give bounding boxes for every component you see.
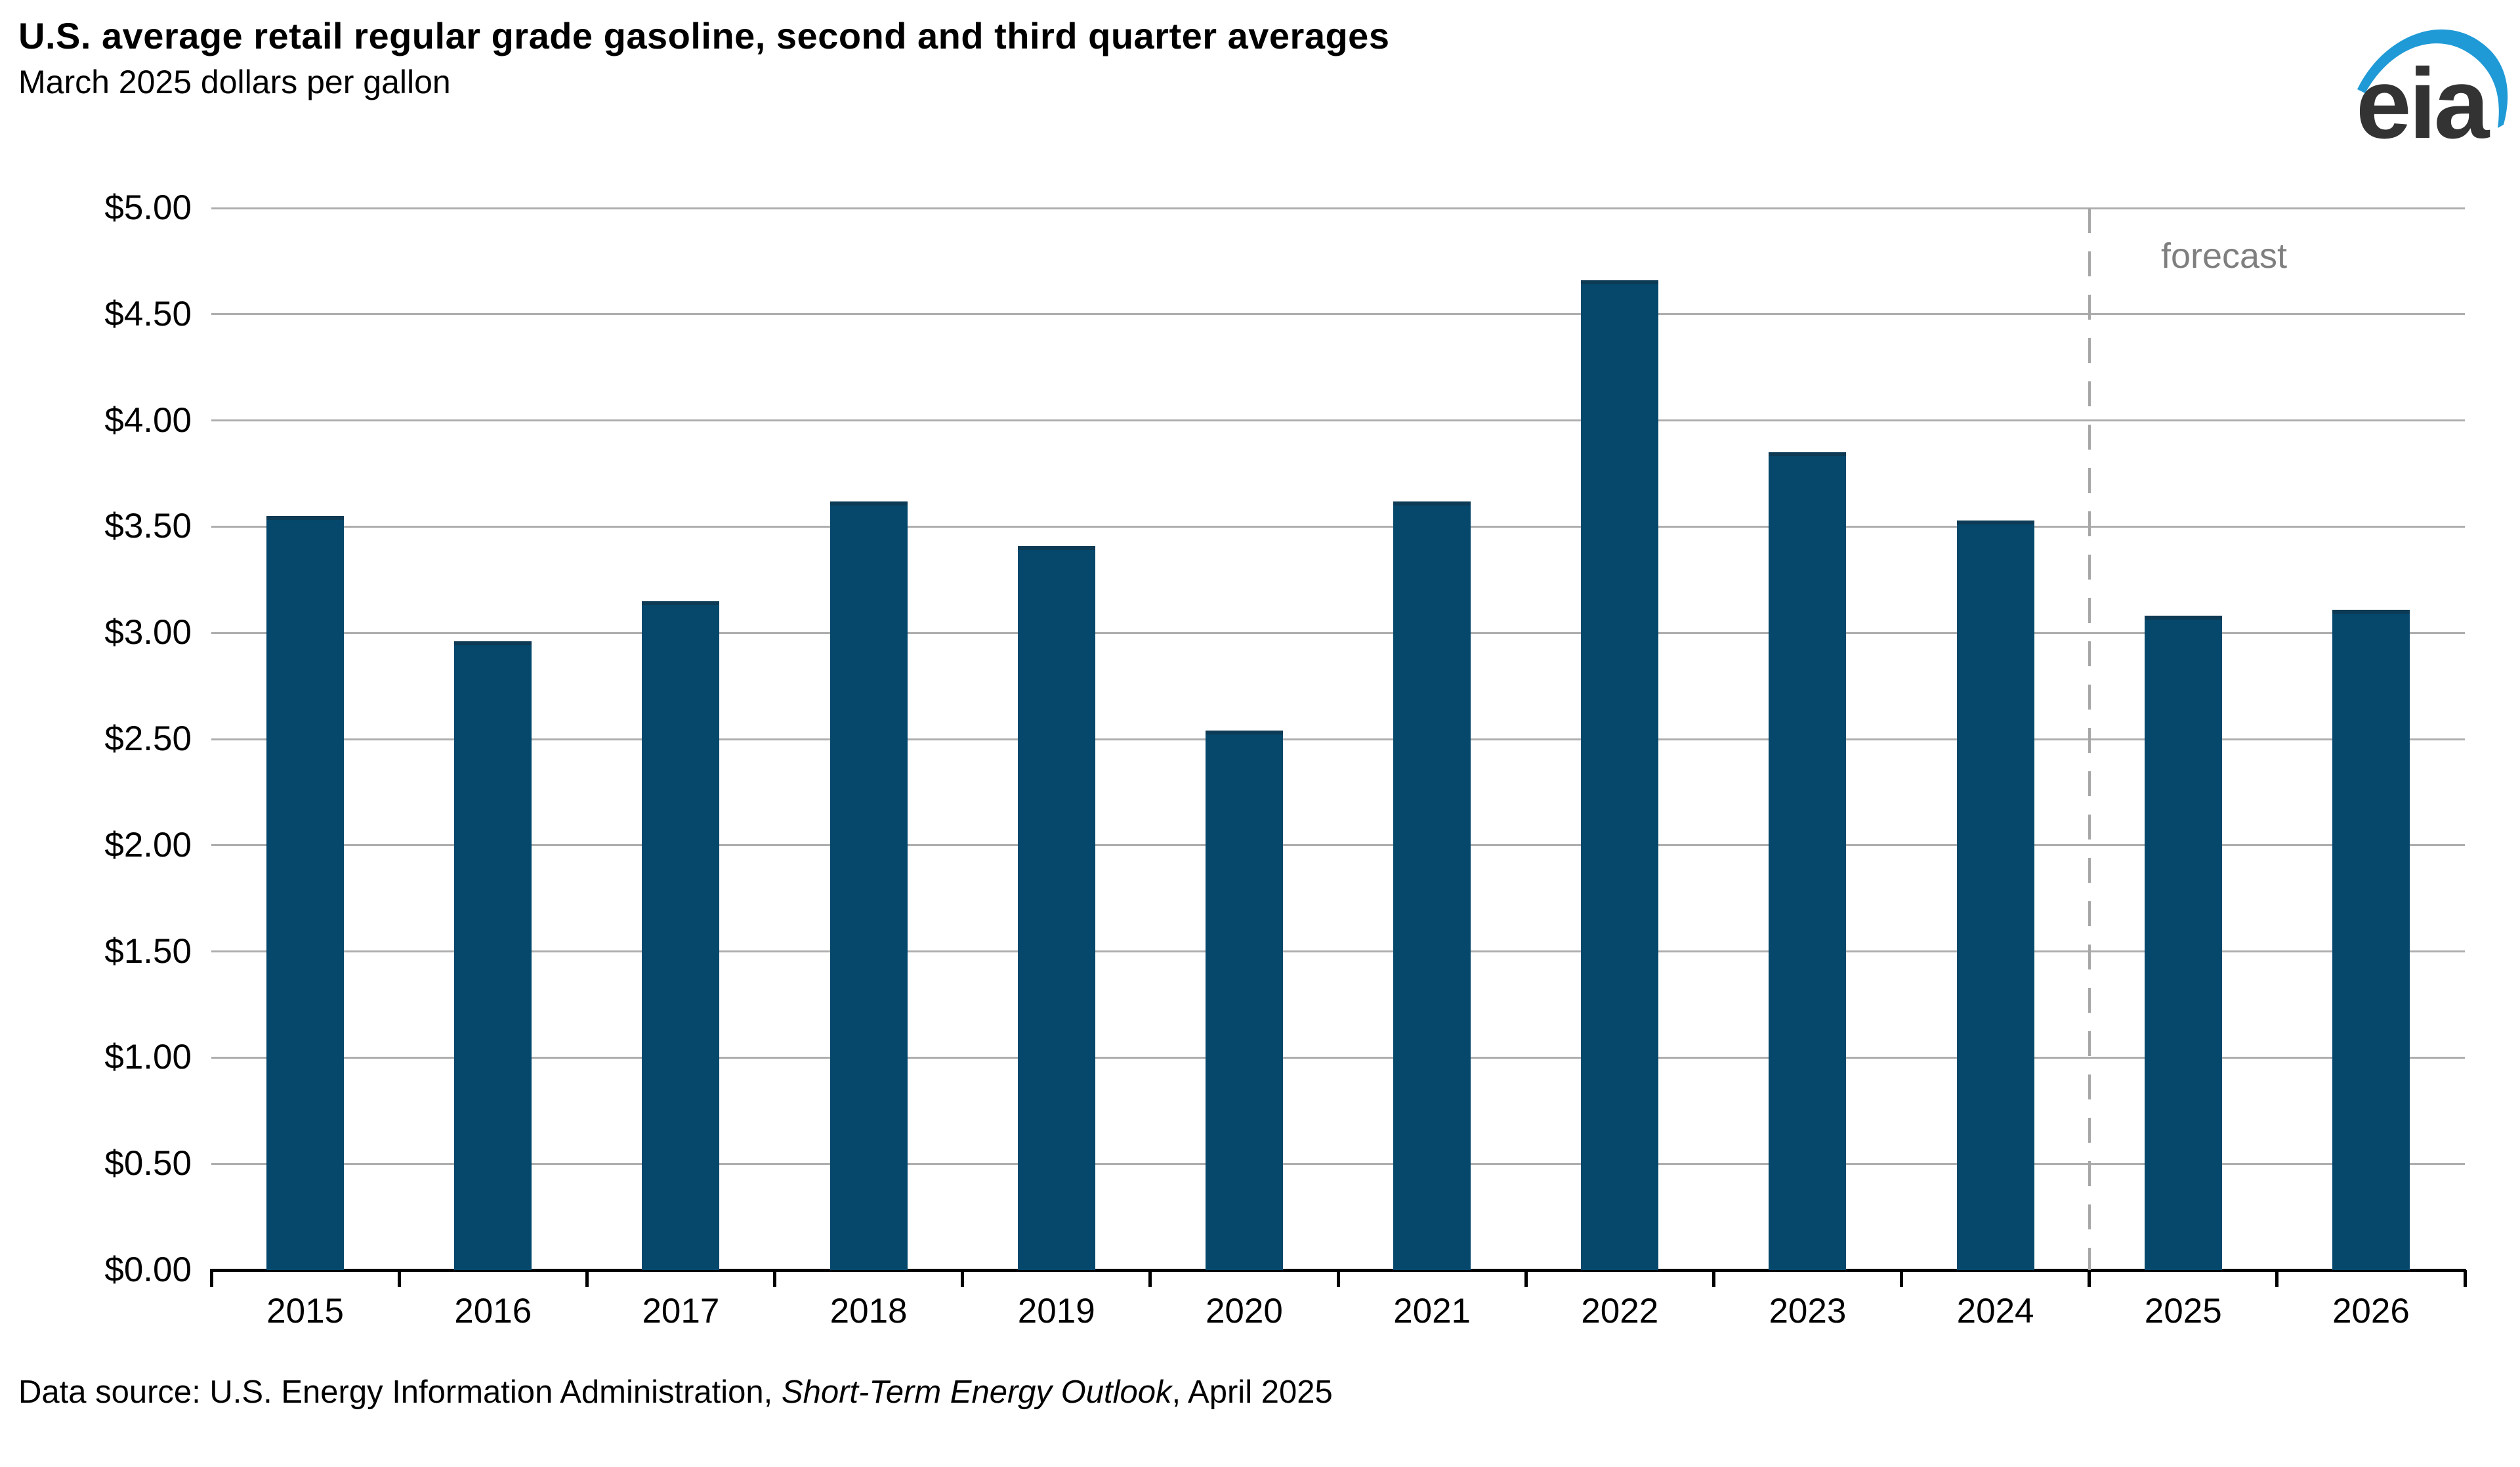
y-tick-label: $1.50 [104,931,192,971]
y-tick-label: $2.50 [104,719,192,758]
bar-2024 [1956,520,2034,1270]
bar-2022 [1581,280,1659,1270]
x-tick-label-2019: 2019 [1017,1292,1095,1330]
y-gridline-1.50 [211,950,2465,953]
page-title: U.S. average retail regular grade gasoli… [18,15,1390,56]
forecast-divider-line [2088,208,2091,1270]
y-tick-label: $2.00 [104,825,192,864]
x-tick-label-2022: 2022 [1581,1292,1659,1330]
bar-2015 [266,516,345,1270]
eia-logo-graphic: eia [2356,29,2508,159]
y-gridline-3.50 [211,525,2465,528]
x-axis-tick [2088,1270,2091,1287]
page-subtitle: March 2025 dollars per gallon [18,64,451,100]
x-axis-tick [1712,1270,1715,1287]
eia-logo-text: eia [2356,48,2490,143]
source-suffix: , April 2025 [1171,1374,1333,1410]
x-axis-tick [1900,1270,1903,1287]
x-axis-tick [2463,1270,2467,1287]
x-tick-label-2018: 2018 [830,1292,908,1330]
plot-area: forecast [209,207,2467,1287]
y-tick-label: $0.00 [104,1250,192,1289]
y-gridline-2.50 [211,738,2465,740]
eia-logo: eia [2351,12,2516,159]
forecast-label: forecast [2160,236,2288,276]
source-prefix: Data source: U.S. Energy Information Adm… [18,1374,782,1410]
y-gridline-4.50 [211,313,2465,316]
y-tick-label: $1.00 [104,1038,192,1077]
bar-2017 [642,601,720,1270]
x-tick-label-2015: 2015 [266,1292,345,1330]
bar-2025 [2144,616,2222,1270]
y-gridline-5.00 [211,207,2465,209]
y-tick-label: $4.50 [104,294,192,333]
bar-2023 [1769,452,1847,1270]
x-tick-label-2024: 2024 [1956,1292,2034,1330]
x-tick-label-2026: 2026 [2332,1292,2410,1330]
bar-2019 [1017,545,1095,1270]
x-axis-tick [773,1270,776,1287]
bar-2016 [454,641,532,1270]
bar-2020 [1205,731,1283,1270]
x-axis-tick [961,1270,965,1287]
x-tick-label-2023: 2023 [1769,1292,1847,1330]
x-axis-tick [1148,1270,1152,1287]
y-gridline-3.00 [211,631,2465,634]
x-tick-label-2016: 2016 [454,1292,532,1330]
y-gridline-2.00 [211,844,2465,847]
y-gridline-0.50 [211,1162,2465,1165]
x-tick-label-2021: 2021 [1393,1292,1471,1330]
x-axis-tick [2275,1270,2279,1287]
y-gridline-4.00 [211,419,2465,422]
y-tick-label: $3.50 [104,507,192,546]
bar-2021 [1393,501,1471,1270]
bar-2026 [2332,609,2410,1270]
source-publication: Short-Term Energy Outlook [781,1374,1172,1410]
x-axis-tick [397,1270,401,1287]
y-gridline-1.00 [211,1056,2465,1059]
x-tick-label-2025: 2025 [2144,1292,2222,1330]
y-tick-label: $4.00 [104,400,192,440]
eia-swoosh-icon [2357,29,2508,128]
data-source-note: Data source: U.S. Energy Information Adm… [18,1374,1333,1411]
x-tick-label-2017: 2017 [642,1292,720,1330]
y-tick-label: $5.00 [104,188,192,227]
y-tick-label: $3.00 [104,613,192,652]
x-tick-label-2020: 2020 [1205,1292,1283,1330]
x-axis-tick [585,1270,589,1287]
x-axis-tick [1524,1270,1528,1287]
bar-2018 [830,501,908,1270]
x-axis-tick [1336,1270,1340,1287]
y-tick-label: $0.50 [104,1144,192,1183]
x-axis-tick [209,1270,213,1287]
